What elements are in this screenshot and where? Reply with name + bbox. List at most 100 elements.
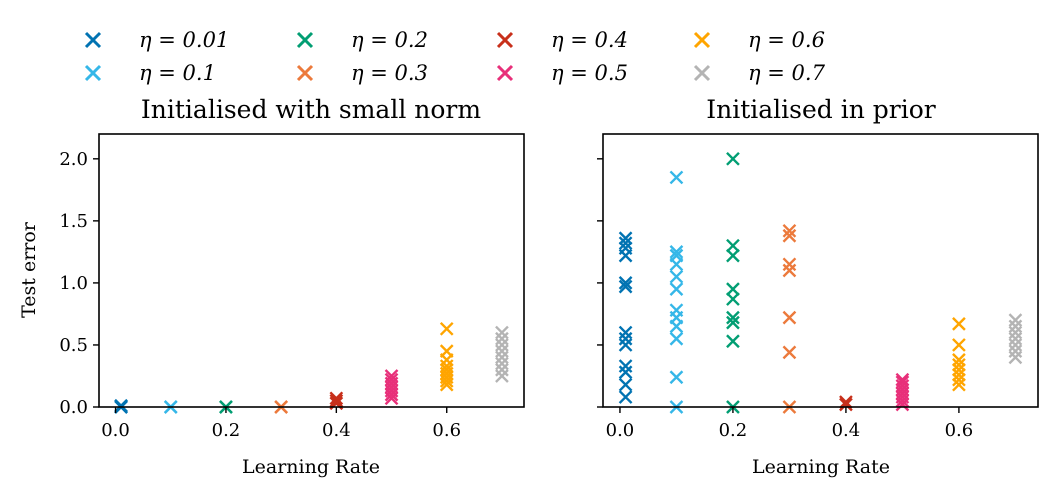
legend-marker-icon [84, 64, 102, 82]
data-point [495, 369, 509, 383]
series [495, 325, 509, 383]
data-point [495, 344, 509, 359]
y-tick-label: 0.0 [59, 397, 88, 418]
x-tick-label: 0.0 [101, 420, 130, 441]
legend-label: η = 0.3 [351, 61, 428, 85]
data-point [952, 377, 966, 392]
data-point [1008, 325, 1023, 340]
x-ticks: 0.0 0.2 0.4 0.6 [101, 407, 461, 441]
legend-label: η = 0.7 [748, 61, 826, 85]
data-point [618, 279, 633, 294]
data-point [329, 391, 344, 406]
y-axis-label: Test error [18, 221, 40, 318]
data-point [952, 367, 966, 382]
data-point [618, 338, 633, 352]
data-point [1008, 319, 1023, 334]
series [618, 231, 633, 404]
data-point [439, 321, 454, 336]
data-point [495, 338, 509, 352]
legend-label: η = 0.01 [139, 28, 229, 52]
data-point [618, 325, 633, 340]
x-axis-label: Learning Rate [752, 456, 890, 478]
data-point [329, 393, 344, 408]
data-point [495, 350, 509, 365]
data-point [1008, 331, 1023, 346]
y-tick-label: 0.5 [59, 335, 88, 356]
legend-marker-icon [84, 31, 102, 49]
x-tick-label: 0.0 [606, 420, 635, 441]
x-axis-label: Learning Rate [242, 456, 380, 478]
data-point [618, 236, 633, 251]
data-point [952, 317, 966, 331]
data-point [114, 398, 128, 413]
legend-item: η = 0.5 [496, 61, 628, 85]
data-point [1008, 350, 1023, 365]
data-point [1008, 344, 1023, 359]
y-tick-label: 1.5 [59, 211, 88, 232]
data-point [495, 356, 509, 371]
x-ticks: 0.0 0.2 0.4 0.6 [606, 407, 974, 441]
series [669, 170, 684, 414]
data-point [782, 345, 797, 360]
data-point [726, 238, 740, 253]
data-point [618, 331, 633, 346]
data-point [952, 357, 966, 372]
data-point [952, 362, 966, 377]
plot-frame [98, 133, 525, 408]
legend-marker-icon [693, 64, 711, 82]
data-point [895, 379, 910, 393]
legend-marker-icon [296, 64, 314, 82]
y-ticks: 0.0 0.5 1.0 1.5 2.0 [59, 149, 99, 418]
data-point [669, 282, 684, 296]
data-point [669, 370, 684, 385]
legend-item: η = 0.7 [693, 61, 826, 85]
data-point [618, 231, 633, 246]
x-tick-label: 0.2 [212, 420, 241, 441]
x-tick-label: 0.4 [322, 420, 351, 441]
data-point [726, 334, 740, 349]
panel-in-prior: Initialised in prior 0.0 0.2 0.4 0.6 Learni… [597, 95, 1039, 478]
series [329, 391, 344, 411]
data-point [726, 248, 740, 263]
series [839, 395, 853, 412]
data-point [669, 303, 684, 318]
data-point [839, 395, 853, 409]
series [952, 317, 966, 392]
data-point [1008, 313, 1023, 327]
data-point [618, 276, 633, 290]
legend-label: η = 0.2 [351, 28, 428, 52]
data-point [618, 241, 633, 256]
legend-marker-icon [496, 31, 514, 49]
series [384, 369, 399, 406]
series [895, 372, 910, 412]
data-point [618, 390, 633, 404]
chart-title: Initialised with small norm [141, 95, 481, 124]
data-point [782, 310, 797, 325]
data-point [782, 257, 797, 272]
data-point [782, 228, 797, 243]
legend-item: η = 0.4 [496, 28, 628, 52]
legend-marker-icon [296, 31, 314, 49]
data-point [669, 331, 684, 346]
data-point [726, 282, 740, 296]
data-point [726, 310, 740, 325]
data-point [384, 372, 399, 387]
plot-frame [602, 133, 1039, 408]
data-points [114, 321, 509, 414]
data-point [782, 263, 797, 278]
data-point [618, 377, 633, 392]
y-tick-label: 1.0 [59, 273, 88, 294]
data-point [384, 369, 399, 383]
y-tick-label: 2.0 [59, 149, 88, 170]
x-tick-label: 0.6 [945, 420, 974, 441]
data-point [895, 375, 910, 390]
x-tick-label: 0.4 [832, 420, 861, 441]
data-point [726, 151, 740, 166]
data-point [782, 223, 797, 238]
x-tick-label: 0.2 [719, 420, 748, 441]
series [439, 321, 454, 392]
data-point [726, 292, 740, 306]
legend-label: η = 0.4 [551, 28, 628, 52]
legend-item: η = 0.2 [296, 28, 428, 52]
y-ticks [597, 158, 603, 408]
